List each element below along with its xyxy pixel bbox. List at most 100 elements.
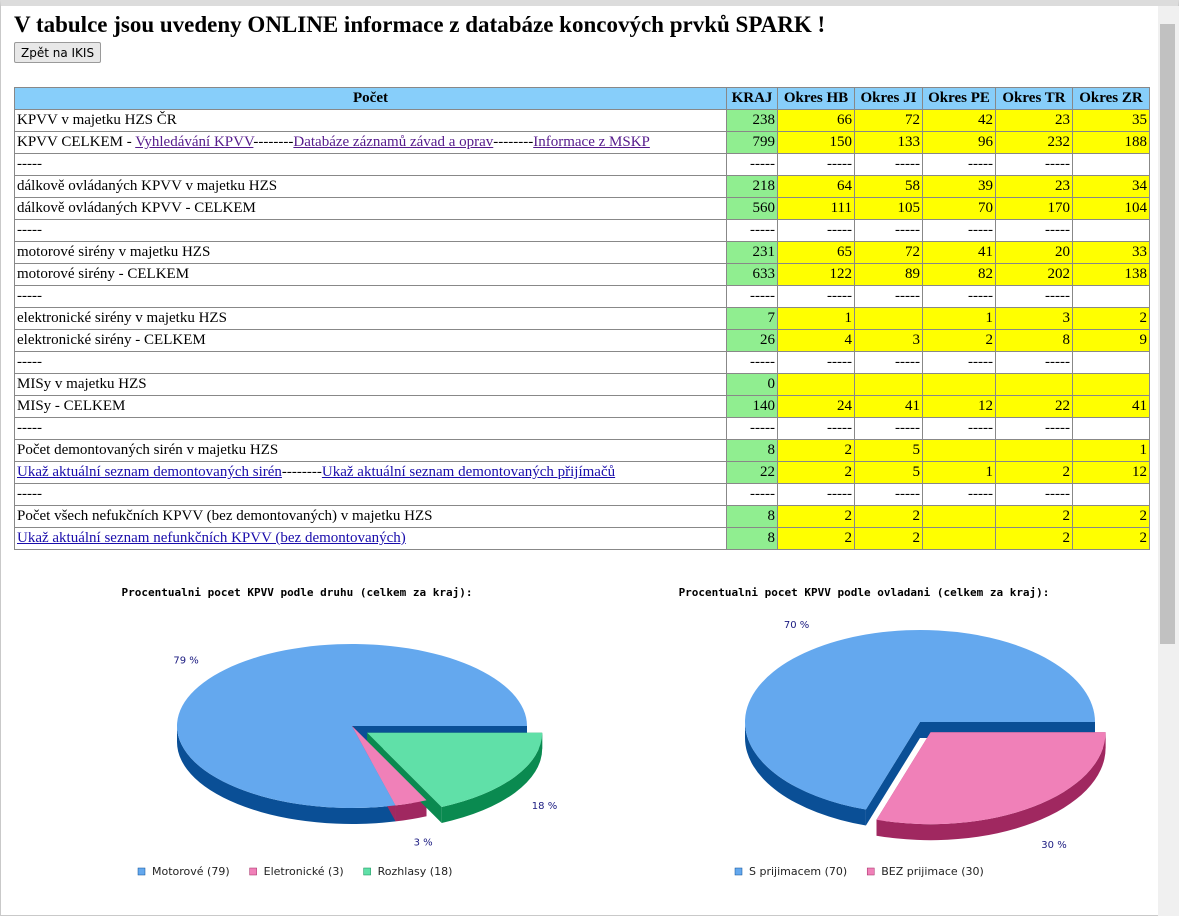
value-cell: 2 xyxy=(1072,527,1150,550)
pie-slice xyxy=(876,732,1106,825)
link[interactable]: Ukaž aktuální seznam demontovaných sirén xyxy=(17,464,282,480)
table-row: elektronické sirény - CELKEM 26 4 3 2 8 9 xyxy=(14,329,1150,352)
label-text: ----- xyxy=(17,354,42,370)
value-cell: 72 xyxy=(854,109,923,132)
value-cell: 5 xyxy=(854,439,923,462)
value-cell: 23 xyxy=(995,109,1073,132)
value-cell: 150 xyxy=(777,131,855,154)
value-label: 3 % xyxy=(414,837,433,848)
value-cell: 140 xyxy=(726,395,778,418)
label-text: -------- xyxy=(281,464,322,480)
value-label: 70 % xyxy=(784,620,809,631)
link[interactable]: Ukaž aktuální seznam demontovaných přijí… xyxy=(321,464,616,480)
value-cell: ----- xyxy=(922,153,996,176)
label-text: dálkově ovládaných KPVV v majetku HZS xyxy=(17,178,278,194)
row-label: elektronické sirény v majetku HZS xyxy=(14,307,727,330)
table-row: elektronické sirény v majetku HZS 7 1 1 3 2 xyxy=(14,307,1150,330)
value-cell: 2 xyxy=(777,527,855,550)
legend-label: Eletronické (3) xyxy=(264,865,344,878)
value-cell: ----- xyxy=(854,483,923,506)
value-cell: 22 xyxy=(995,395,1073,418)
value-cell: 41 xyxy=(854,395,923,418)
value-cell: 2 xyxy=(995,461,1073,484)
value-label: 79 % xyxy=(173,656,198,667)
pie-slice-side xyxy=(441,732,543,823)
column-header: Okres HB xyxy=(777,87,855,110)
link[interactable]: Vyhledávání KPVV xyxy=(135,134,254,150)
link[interactable]: Informace z MSKP xyxy=(533,134,650,150)
scrollbar-thumb[interactable] xyxy=(1160,24,1175,644)
value-cell: 105 xyxy=(854,197,923,220)
pie-slice xyxy=(745,630,1095,810)
label-text: Počet demontovaných sirén v majetku HZS xyxy=(17,442,279,458)
table-row: motorové sirény - CELKEM 633 122 89 82 202 138 xyxy=(14,263,1150,286)
legend-label: BEZ prijimace (30) xyxy=(881,865,984,878)
legend-label: Rozhlasy (18) xyxy=(378,865,453,878)
row-label: dálkově ovládaných KPVV v majetku HZS xyxy=(14,175,727,198)
chart-title: Procentualni pocet KPVV podle ovladani (… xyxy=(679,586,1050,599)
pie-slice xyxy=(177,643,527,808)
value-cell: ----- xyxy=(854,219,923,242)
label-text: -------- xyxy=(253,134,294,150)
value-cell: ----- xyxy=(726,351,778,374)
value-label: 30 % xyxy=(1041,840,1066,851)
row-label: KPVV CELKEM - Vyhledávání KPVV--------Da… xyxy=(14,131,727,154)
value-cell: 82 xyxy=(922,263,996,286)
label-text: elektronické sirény - CELKEM xyxy=(17,332,206,348)
column-header: Okres PE xyxy=(922,87,996,110)
value-cell: 42 xyxy=(922,109,996,132)
value-cell: ----- xyxy=(777,285,855,308)
value-cell: 1 xyxy=(1072,439,1150,462)
value-cell: 0 xyxy=(726,373,778,396)
value-cell: 65 xyxy=(777,241,855,264)
table-row: KPVV CELKEM - Vyhledávání KPVV--------Da… xyxy=(14,131,1150,154)
legend-swatch xyxy=(866,867,875,876)
legend-swatch xyxy=(734,867,743,876)
value-cell: 64 xyxy=(777,175,855,198)
value-cell: 39 xyxy=(922,175,996,198)
table-row: Ukaž aktuální seznam demontovaných sirén… xyxy=(14,461,1150,484)
pie-slice-side xyxy=(876,732,1106,841)
value-cell: ----- xyxy=(777,351,855,374)
data-table: Počet KRAJ Okres HB Okres JI Okres PE Okres T… xyxy=(14,87,1150,550)
pie-slice-cut xyxy=(865,722,920,826)
value-cell: 8 xyxy=(726,527,778,550)
value-cell: 2 xyxy=(1072,505,1150,528)
value-cell: 2 xyxy=(1072,307,1150,330)
value-cell: 2 xyxy=(922,329,996,352)
legend-swatch xyxy=(137,867,146,876)
back-button[interactable]: Zpět na IKIS xyxy=(14,42,102,63)
value-cell: 2 xyxy=(995,505,1073,528)
pie-slice-side xyxy=(177,726,396,824)
value-cell: 2 xyxy=(777,461,855,484)
label-text: Počet všech nefukčních KPVV (bez demonto… xyxy=(17,508,433,524)
link[interactable]: Databáze záznamů závad a oprav xyxy=(293,134,494,150)
value-cell: 96 xyxy=(922,131,996,154)
label-text: MISy - CELKEM xyxy=(17,398,126,414)
pie-slice xyxy=(352,726,427,806)
value-cell: 799 xyxy=(726,131,778,154)
row-label: Ukaž aktuální seznam nefunkčních KPVV (b… xyxy=(14,527,727,550)
table-row: dálkově ovládaných KPVV v majetku HZS 218… xyxy=(14,175,1150,198)
table-row: ----- ----- ----- ----- ----- ----- xyxy=(14,285,1150,308)
value-cell: 33 xyxy=(1072,241,1150,264)
row-label: motorové sirény v majetku HZS xyxy=(14,241,727,264)
row-label: Počet demontovaných sirén v majetku HZS xyxy=(14,439,727,462)
label-text: KPVV CELKEM - xyxy=(17,134,136,150)
value-cell: 2 xyxy=(854,527,923,550)
value-cell: 41 xyxy=(922,241,996,264)
value-cell xyxy=(922,439,996,462)
chart-title: Procentualni pocet KPVV podle druhu (cel… xyxy=(122,586,473,599)
label-text: ----- xyxy=(17,420,42,436)
value-cell: 8 xyxy=(995,329,1073,352)
value-cell xyxy=(922,527,996,550)
value-cell: 2 xyxy=(854,505,923,528)
table-row: KPVV v majetku HZS ČR 238 66 72 42 23 35 xyxy=(14,109,1150,132)
value-cell: 218 xyxy=(726,175,778,198)
value-cell xyxy=(995,373,1073,396)
link[interactable]: Ukaž aktuální seznam nefunkčních KPVV (b… xyxy=(17,530,406,546)
value-cell: 122 xyxy=(777,263,855,286)
value-cell: 20 xyxy=(995,241,1073,264)
column-header: Okres TR xyxy=(995,87,1073,110)
